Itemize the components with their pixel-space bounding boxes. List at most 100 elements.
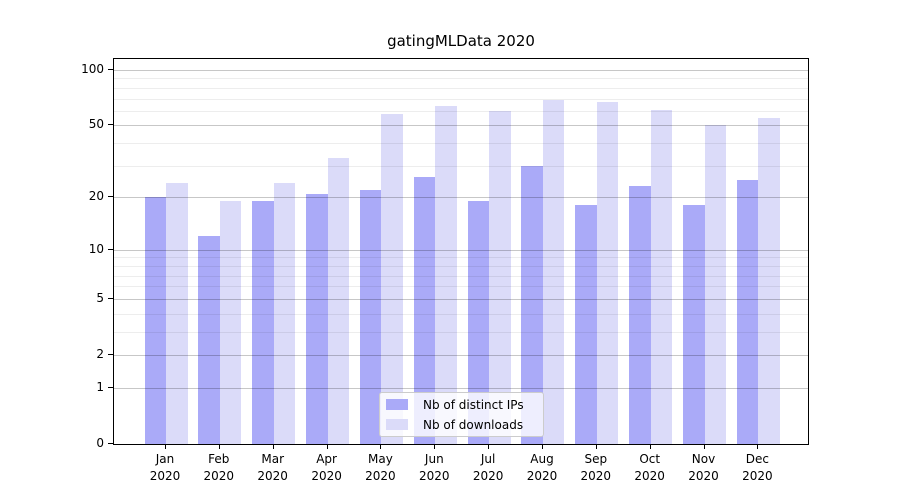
bar-nb-of-downloads-mar-2020 bbox=[273, 183, 296, 444]
y-tick-label-5: 5 bbox=[96, 290, 104, 305]
y-tick-5 bbox=[108, 297, 113, 299]
gridline-minor-70 bbox=[114, 98, 808, 100]
x-tick-jan-2020 bbox=[165, 444, 166, 449]
y-tick-100 bbox=[108, 69, 113, 70]
bar-nb-of-downloads-dec-2020 bbox=[758, 117, 780, 444]
x-tick-label-line: 2020 bbox=[311, 469, 342, 483]
x-tick-label-line: 2020 bbox=[526, 469, 558, 483]
x-tick-nov-2020 bbox=[703, 444, 705, 449]
x-tick-sep-2020 bbox=[595, 444, 597, 449]
x-tick-label-line: 2020 bbox=[203, 469, 235, 483]
legend-label-downloads: Nb of downloads bbox=[423, 417, 524, 432]
x-tick-label-line: Jul bbox=[480, 452, 496, 466]
y-tick-label-2: 2 bbox=[96, 347, 104, 361]
x-tick-label-line: Nov bbox=[691, 452, 716, 466]
legend-label-distinct-ips: Nb of distinct IPs bbox=[423, 397, 524, 412]
y-tick-label-50: 50 bbox=[88, 117, 104, 132]
y-tick-1 bbox=[108, 386, 113, 388]
x-tick-jun-2020 bbox=[434, 444, 436, 449]
x-tick-may-2020 bbox=[380, 444, 382, 449]
bar-nb-of-downloads-nov-2020 bbox=[704, 125, 726, 444]
bar-nb-of-downloads-may-2020 bbox=[381, 113, 403, 444]
x-tick-label-line: Feb bbox=[208, 452, 230, 466]
bar-nb-of-distinct-ips-oct-2020 bbox=[629, 186, 651, 444]
x-tick-label-line: 2020 bbox=[149, 469, 181, 483]
x-tick-label-mar-2020: Mar 2020 bbox=[243, 451, 303, 485]
x-tick-label-jun-2020: Jun 2020 bbox=[404, 451, 464, 485]
x-tick-label-line: 2020 bbox=[742, 469, 773, 483]
x-tick-dec-2020 bbox=[757, 444, 759, 449]
x-tick-label-line: 2020 bbox=[419, 469, 450, 483]
x-tick-label-line: Jun bbox=[424, 452, 444, 466]
bar-nb-of-distinct-ips-feb-2020 bbox=[198, 236, 220, 444]
legend-swatch-downloads bbox=[386, 419, 408, 430]
x-tick-apr-2020 bbox=[326, 444, 328, 449]
bar-nb-of-downloads-feb-2020 bbox=[219, 201, 242, 444]
x-tick-label-aug-2020: Aug 2020 bbox=[512, 451, 572, 485]
x-tick-label-line: 2020 bbox=[365, 469, 396, 483]
x-tick-label-line: Jan bbox=[155, 452, 175, 466]
bar-nb-of-downloads-apr-2020 bbox=[327, 158, 350, 444]
x-tick-jul-2020 bbox=[488, 444, 490, 449]
x-tick-label-line: 2020 bbox=[257, 469, 288, 483]
x-tick-label-line: May bbox=[367, 452, 393, 466]
y-tick-50 bbox=[108, 124, 113, 126]
bar-nb-of-distinct-ips-mar-2020 bbox=[252, 201, 274, 444]
x-tick-label-nov-2020: Nov 2020 bbox=[674, 451, 734, 485]
gridline-major-100 bbox=[114, 70, 808, 71]
y-tick-0 bbox=[108, 443, 113, 444]
bar-nb-of-distinct-ips-aug-2020 bbox=[521, 165, 543, 444]
legend-item-downloads: Nb of downloads bbox=[380, 416, 543, 433]
x-tick-oct-2020 bbox=[649, 444, 651, 449]
x-tick-label-line: Apr bbox=[316, 452, 337, 466]
x-tick-label-jan-2020: Jan 2020 bbox=[135, 451, 195, 485]
y-tick-label-10: 10 bbox=[88, 241, 104, 256]
bar-nb-of-distinct-ips-may-2020 bbox=[359, 189, 382, 444]
chart-title: gatingMLData 2020 bbox=[387, 32, 535, 50]
x-tick-label-line: Aug bbox=[530, 452, 554, 466]
x-tick-label-line: Mar bbox=[261, 452, 284, 466]
x-tick-label-jul-2020: Jul 2020 bbox=[458, 451, 518, 485]
legend-swatch-distinct-ips bbox=[386, 399, 408, 410]
bar-nb-of-downloads-jul-2020 bbox=[489, 110, 511, 444]
bar-nb-of-distinct-ips-jun-2020 bbox=[413, 176, 436, 444]
x-tick-label-line: Dec bbox=[745, 452, 769, 466]
plot-area: Nb of distinct IPs Nb of downloads bbox=[113, 58, 809, 445]
legend: Nb of distinct IPs Nb of downloads bbox=[379, 392, 544, 437]
bar-nb-of-distinct-ips-dec-2020 bbox=[736, 179, 759, 444]
legend-item-distinct-ips: Nb of distinct IPs bbox=[380, 396, 543, 413]
y-tick-label-20: 20 bbox=[88, 189, 104, 204]
y-tick-10 bbox=[108, 248, 113, 250]
y-tick-label-1: 1 bbox=[96, 379, 104, 394]
bar-nb-of-downloads-sep-2020 bbox=[596, 102, 619, 444]
bar-nb-of-distinct-ips-nov-2020 bbox=[683, 205, 705, 444]
x-tick-label-dec-2020: Dec 2020 bbox=[727, 451, 787, 485]
y-tick-label-0: 0 bbox=[96, 436, 104, 450]
x-tick-label-line: Oct bbox=[639, 452, 661, 466]
bar-nb-of-downloads-jan-2020 bbox=[166, 183, 188, 444]
gridline-minor-90 bbox=[114, 78, 808, 80]
x-tick-label-line: 2020 bbox=[472, 469, 504, 483]
gridline-minor-80 bbox=[114, 87, 808, 89]
x-tick-label-feb-2020: Feb 2020 bbox=[189, 451, 249, 485]
x-tick-label-may-2020: May 2020 bbox=[350, 451, 410, 485]
y-tick-20 bbox=[108, 196, 113, 198]
x-tick-feb-2020 bbox=[218, 444, 220, 449]
gridline-minor-60 bbox=[114, 110, 808, 112]
x-tick-label-apr-2020: Apr 2020 bbox=[297, 451, 357, 485]
bar-nb-of-downloads-aug-2020 bbox=[542, 99, 565, 444]
x-tick-label-oct-2020: Oct 2020 bbox=[620, 451, 680, 485]
y-tick-2 bbox=[108, 354, 113, 355]
x-tick-label-sep-2020: Sep 2020 bbox=[566, 451, 626, 485]
bar-nb-of-distinct-ips-jul-2020 bbox=[467, 201, 490, 444]
x-tick-label-line: 2020 bbox=[634, 469, 665, 483]
x-tick-label-line: Sep bbox=[584, 452, 608, 466]
bar-nb-of-downloads-jun-2020 bbox=[435, 105, 457, 444]
bar-nb-of-distinct-ips-apr-2020 bbox=[306, 193, 328, 444]
x-tick-label-line: 2020 bbox=[688, 469, 719, 483]
x-tick-label-line: 2020 bbox=[580, 469, 612, 483]
bar-nb-of-distinct-ips-jan-2020 bbox=[144, 197, 166, 444]
x-tick-mar-2020 bbox=[272, 444, 274, 449]
x-tick-aug-2020 bbox=[542, 444, 543, 449]
